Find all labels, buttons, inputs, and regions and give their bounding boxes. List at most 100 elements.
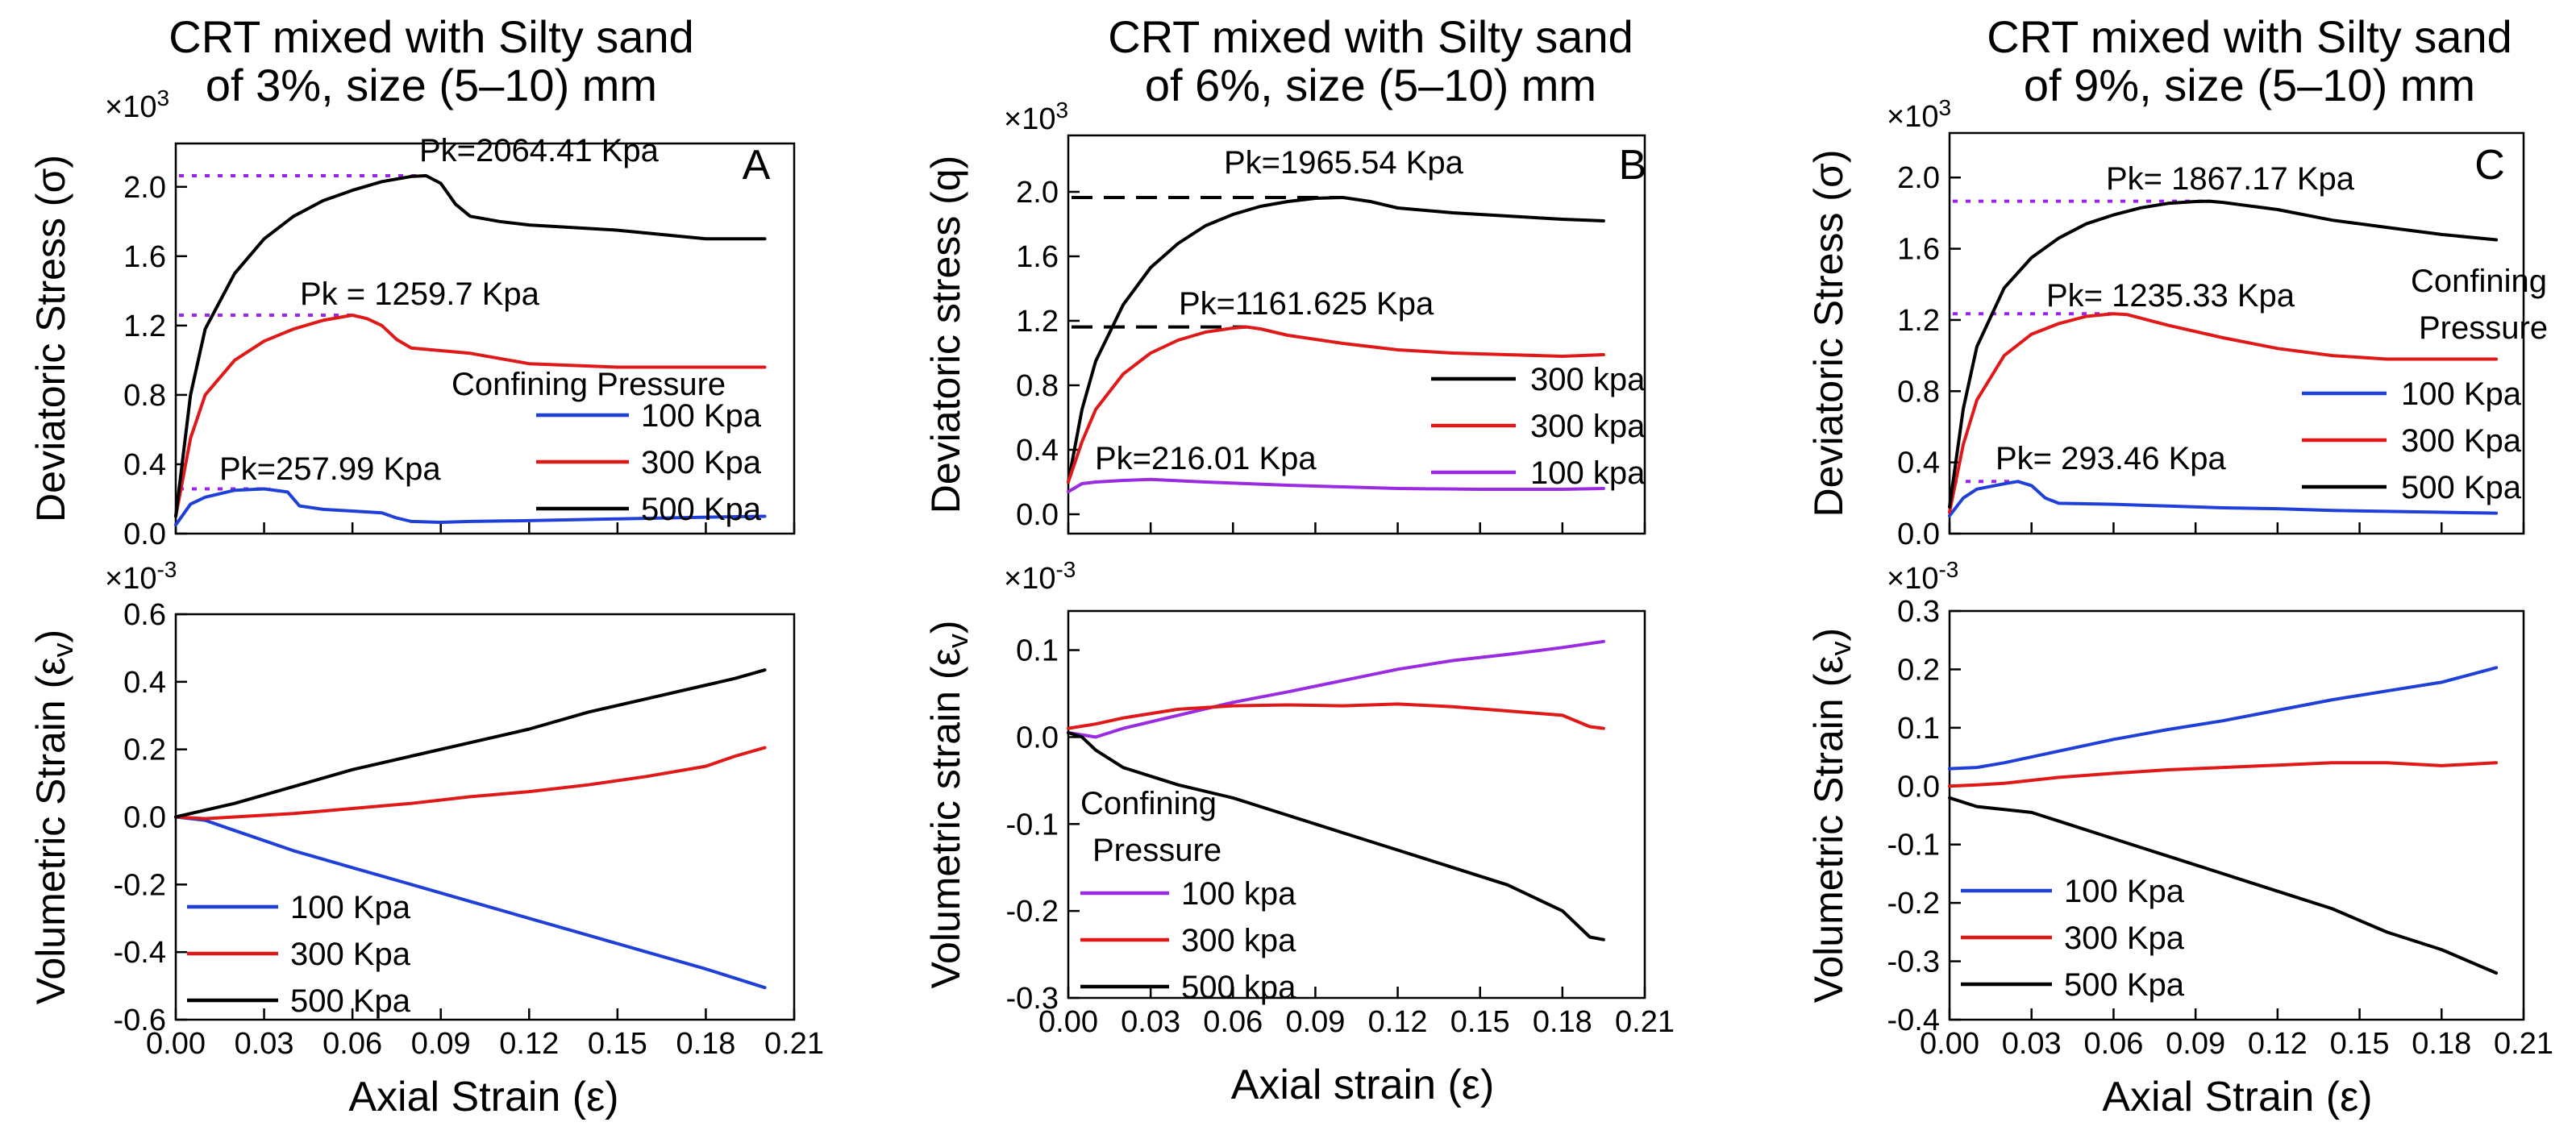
y-tick-label: 1.2 xyxy=(1897,304,1940,338)
x-axis-label: Axial Strain (ε) xyxy=(2102,1074,2372,1120)
y-axis-label: Deviatoric Stress (σ) xyxy=(28,155,73,522)
series-line xyxy=(174,746,767,821)
series-line xyxy=(1067,731,1605,941)
series-line xyxy=(174,174,767,518)
y-tick-label: -0.2 xyxy=(1887,887,1940,921)
series-line xyxy=(1067,196,1605,484)
axis-multiplier: ×103 xyxy=(1004,98,1068,136)
x-tick-label: 0.21 xyxy=(764,1027,824,1061)
axis-multiplier: ×10-3 xyxy=(105,557,177,596)
x-tick-label: 0.09 xyxy=(2166,1027,2225,1061)
peak-annotation: Pk = 1259.7 Kpa xyxy=(300,276,540,312)
legend-label: 100 Kpa xyxy=(2064,874,2185,909)
y-tick-label: 2.0 xyxy=(123,171,166,205)
y-tick-label: 0.4 xyxy=(123,666,166,700)
y-tick-label: -0.4 xyxy=(114,936,166,970)
panel-subtitle: of 6%, size (5–10) mm xyxy=(1145,60,1596,110)
y-tick-label: 0.2 xyxy=(123,734,166,767)
x-tick-label: 0.15 xyxy=(588,1027,647,1061)
y-tick-label: 0.2 xyxy=(1897,653,1940,687)
y-tick-label: -0.3 xyxy=(1887,946,1940,979)
x-tick-label: 0.06 xyxy=(2083,1027,2143,1061)
series-line xyxy=(174,487,767,527)
x-tick-label: 0.15 xyxy=(2330,1027,2390,1061)
y-tick-label: 0.6 xyxy=(123,598,166,632)
y-tick-label: 0.8 xyxy=(1016,369,1059,403)
y-tick-label: 0.4 xyxy=(1897,447,1940,480)
series-line xyxy=(1948,199,2499,509)
y-tick-label: 0.4 xyxy=(123,448,166,482)
y-tick-label: -0.2 xyxy=(114,868,166,902)
axis-multiplier: ×103 xyxy=(1887,95,1951,134)
series-line xyxy=(1948,480,2499,517)
x-tick-label: 0.18 xyxy=(2412,1027,2471,1061)
series-line xyxy=(174,314,767,518)
legend-label: 100 Kpa xyxy=(2401,376,2522,412)
y-axis-label: Deviatoric Stress (σ) xyxy=(1806,150,1851,517)
y-tick-label: -0.4 xyxy=(1887,1004,1940,1037)
series-line xyxy=(1067,639,1605,739)
y-tick-label: 0.0 xyxy=(1016,721,1059,754)
y-tick-label: 0.0 xyxy=(1897,770,1940,804)
peak-annotation: Pk=257.99 Kpa xyxy=(219,451,441,487)
series-line xyxy=(174,815,767,990)
y-tick-label: -0.2 xyxy=(1006,895,1059,929)
y-tick-label: 2.0 xyxy=(1897,161,1940,195)
legend-label: 100 Kpa xyxy=(290,890,411,925)
y-tick-label: 1.6 xyxy=(1897,233,1940,267)
legend-label: 100 kpa xyxy=(1530,455,1646,491)
y-tick-label: 0.1 xyxy=(1016,634,1059,668)
x-tick-label: 0.18 xyxy=(676,1027,735,1061)
legend-label: 300 Kpa xyxy=(2064,921,2185,956)
series-line xyxy=(174,668,767,819)
legend-title: Pressure xyxy=(1092,833,1221,868)
x-tick-label: 0.03 xyxy=(235,1027,294,1061)
peak-annotation: Pk=1161.625 Kpa xyxy=(1179,286,1434,322)
axis-multiplier: ×103 xyxy=(105,85,169,124)
x-tick-label: 0.12 xyxy=(2248,1027,2308,1061)
y-tick-label: -0.3 xyxy=(1006,982,1059,1016)
x-tick-label: 0.12 xyxy=(1368,1005,1428,1039)
legend-title: Confining Pressure xyxy=(452,367,726,402)
x-tick-label: 0.00 xyxy=(1920,1027,1979,1061)
y-axis-label: Deviatoric stress (q) xyxy=(923,156,968,514)
peak-annotation: Pk=216.01 Kpa xyxy=(1095,441,1317,476)
y-tick-label: 1.6 xyxy=(123,240,166,274)
plot-frame xyxy=(1948,131,2525,535)
y-tick-label: 0.3 xyxy=(1897,595,1940,629)
x-axis-label: Axial strain (ε) xyxy=(1231,1062,1495,1108)
legend-label: 500 Kpa xyxy=(290,983,411,1019)
y-tick-label: 0.8 xyxy=(1897,375,1940,409)
y-tick-label: 0.1 xyxy=(1897,712,1940,746)
peak-annotation: Pk=2064.41 Kpa xyxy=(419,133,660,168)
x-tick-label: 0.18 xyxy=(1533,1005,1592,1039)
legend-title: Confining xyxy=(2411,264,2547,299)
legend-label: 500 Kpa xyxy=(2064,967,2185,1003)
y-axis-label: Volumetric strain (εv) xyxy=(923,620,974,988)
panel-letter: A xyxy=(743,142,771,189)
series-line xyxy=(1948,796,2499,975)
x-tick-label: 0.12 xyxy=(499,1027,559,1061)
series-line xyxy=(1948,312,2499,514)
legend-label: 300 Kpa xyxy=(641,445,762,480)
x-tick-label: 0.06 xyxy=(323,1027,382,1061)
y-tick-label: -0.1 xyxy=(1006,808,1059,842)
peak-annotation: Pk= 1235.33 Kpa xyxy=(2046,278,2295,314)
panel-title: CRT mixed with Silty sand xyxy=(1108,11,1633,62)
plot-frame xyxy=(174,613,796,1021)
plot-frame xyxy=(174,142,796,535)
series-line xyxy=(1948,761,2499,788)
legend-label: 500 Kpa xyxy=(2401,470,2522,505)
legend-label: 300 Kpa xyxy=(2401,423,2522,459)
legend-title: Confining xyxy=(1080,786,1217,821)
x-tick-label: 0.09 xyxy=(1285,1005,1345,1039)
legend-label: 300 Kpa xyxy=(290,937,411,972)
plot-frame xyxy=(1948,609,2525,1021)
legend-label: 500 kpa xyxy=(1181,970,1296,1005)
peak-annotation: Pk= 1867.17 Kpa xyxy=(2106,161,2355,197)
axis-multiplier: ×10-3 xyxy=(1004,557,1076,596)
panel-letter: C xyxy=(2474,142,2505,189)
